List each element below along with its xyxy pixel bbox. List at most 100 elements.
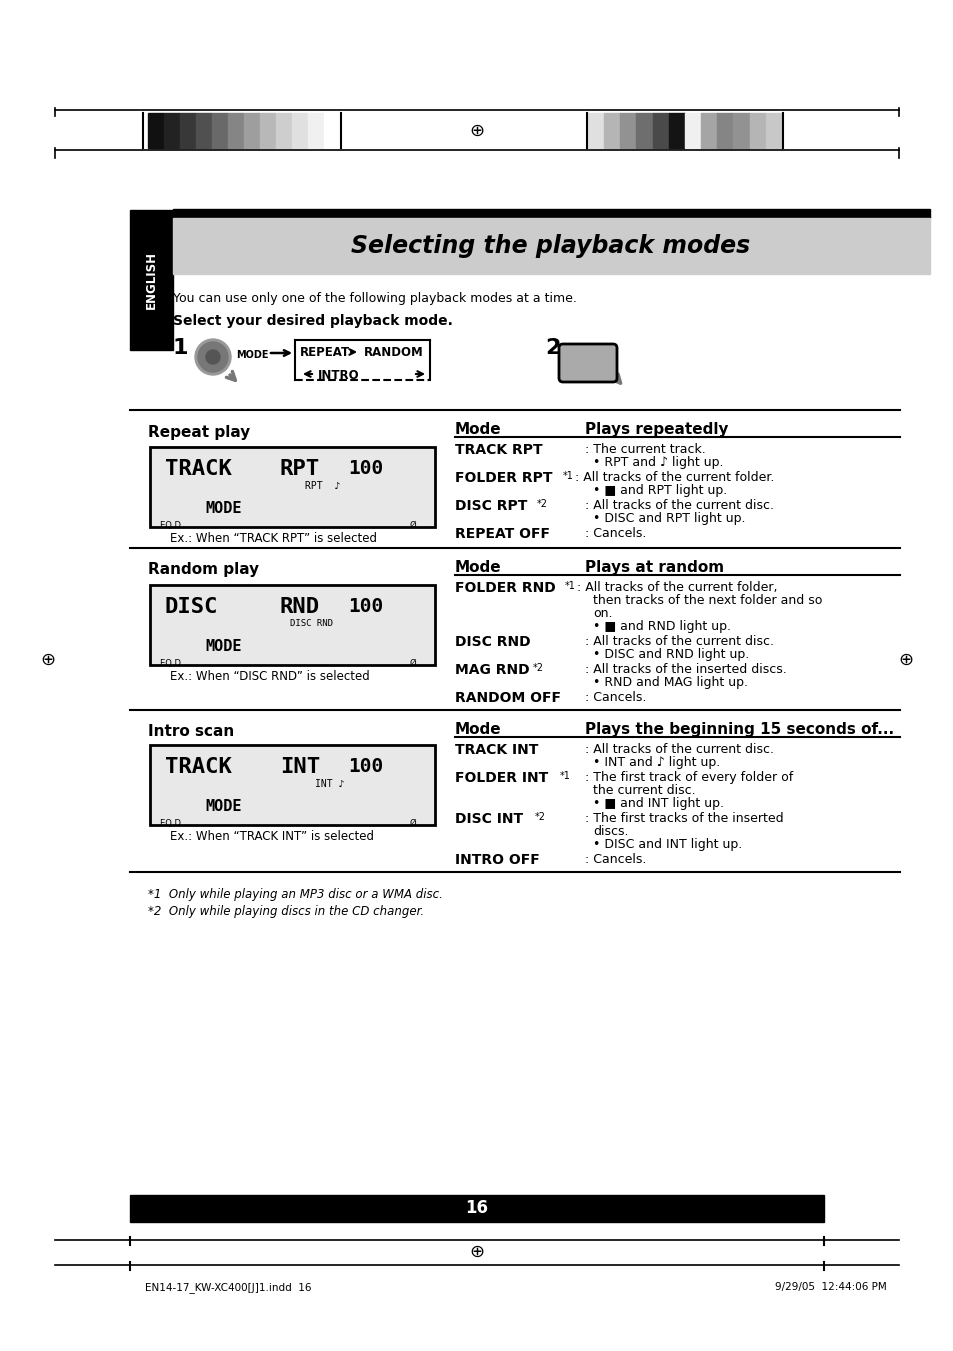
Text: *1: *1: [562, 471, 574, 481]
Text: EN14-17_KW-XC400[J]1.indd  16: EN14-17_KW-XC400[J]1.indd 16: [145, 1282, 312, 1293]
Bar: [244, 113, 260, 149]
Text: Random play: Random play: [148, 562, 259, 577]
Bar: [717, 113, 733, 149]
Text: TRACK: TRACK: [165, 459, 232, 480]
Text: : The current track.: : The current track.: [584, 443, 705, 457]
Text: then tracks of the next folder and so: then tracks of the next folder and so: [593, 594, 821, 607]
Text: *2: *2: [535, 812, 545, 821]
Bar: [275, 113, 292, 149]
Text: : All tracks of the inserted discs.: : All tracks of the inserted discs.: [584, 663, 786, 676]
Text: DISC RND: DISC RND: [290, 619, 333, 628]
Text: *2: *2: [537, 499, 547, 509]
Bar: [130, 1196, 823, 1223]
Text: Repeat play: Repeat play: [148, 426, 250, 440]
Text: • ■ and INT light up.: • ■ and INT light up.: [593, 797, 723, 811]
Bar: [148, 113, 164, 149]
Text: INT: INT: [280, 757, 320, 777]
Text: Mode: Mode: [455, 561, 501, 576]
Text: 9/29/05  12:44:06 PM: 9/29/05 12:44:06 PM: [774, 1282, 886, 1292]
Text: discs.: discs.: [593, 825, 628, 838]
Bar: [130, 209, 172, 350]
Text: : The first track of every folder of: : The first track of every folder of: [584, 771, 792, 784]
Bar: [749, 113, 765, 149]
Text: Ø: Ø: [410, 521, 416, 530]
Text: Intro scan: Intro scan: [148, 724, 234, 739]
Text: INTRO: INTRO: [317, 369, 359, 382]
Text: : All tracks of the current folder.: : All tracks of the current folder.: [575, 471, 774, 484]
Text: Ex.: When “TRACK RPT” is selected: Ex.: When “TRACK RPT” is selected: [170, 532, 376, 544]
Text: Ø: Ø: [410, 659, 416, 667]
Text: *1: *1: [559, 771, 570, 781]
Bar: [228, 113, 244, 149]
Text: : Cancels.: : Cancels.: [584, 690, 646, 704]
Text: • RPT and ♪ light up.: • RPT and ♪ light up.: [593, 457, 722, 469]
Bar: [619, 113, 636, 149]
Text: ⊕: ⊕: [898, 651, 913, 669]
Text: FOLDER INT: FOLDER INT: [455, 771, 548, 785]
Text: the current disc.: the current disc.: [593, 784, 695, 797]
Circle shape: [206, 350, 220, 363]
Text: EQ D: EQ D: [160, 659, 181, 667]
FancyBboxPatch shape: [558, 345, 617, 382]
Text: DISC INT: DISC INT: [455, 812, 522, 825]
Bar: [765, 113, 781, 149]
Bar: [308, 113, 324, 149]
Text: MODE: MODE: [205, 501, 241, 516]
Text: : All tracks of the current disc.: : All tracks of the current disc.: [584, 743, 773, 757]
Bar: [150, 585, 435, 665]
Text: on.: on.: [593, 607, 612, 620]
Bar: [733, 113, 749, 149]
Text: *2: *2: [533, 663, 543, 673]
Text: *2  Only while playing discs in the CD changer.: *2 Only while playing discs in the CD ch…: [148, 905, 424, 917]
Text: RANDOM OFF: RANDOM OFF: [455, 690, 560, 705]
Bar: [668, 113, 684, 149]
Bar: [164, 113, 180, 149]
Text: INT ♪: INT ♪: [314, 780, 344, 789]
Text: TRACK INT: TRACK INT: [455, 743, 537, 757]
Text: Plays the beginning 15 seconds of...: Plays the beginning 15 seconds of...: [584, 721, 893, 738]
Text: : Cancels.: : Cancels.: [584, 852, 646, 866]
Text: 2: 2: [544, 338, 559, 358]
Text: Plays at random: Plays at random: [584, 561, 723, 576]
Text: REPEAT: REPEAT: [299, 346, 350, 359]
Text: MAG RND: MAG RND: [455, 663, 529, 677]
Text: • DISC and INT light up.: • DISC and INT light up.: [593, 838, 741, 851]
Circle shape: [198, 342, 228, 372]
Bar: [260, 113, 275, 149]
Text: MODE: MODE: [205, 798, 241, 815]
Text: Mode: Mode: [455, 721, 501, 738]
Text: 100: 100: [348, 597, 383, 616]
Text: FOLDER RND: FOLDER RND: [455, 581, 556, 594]
Text: • DISC and RND light up.: • DISC and RND light up.: [593, 648, 748, 661]
Text: • RND and MAG light up.: • RND and MAG light up.: [593, 676, 747, 689]
Text: MODE: MODE: [235, 350, 268, 359]
Bar: [150, 447, 435, 527]
Text: Selecting the playback modes: Selecting the playback modes: [351, 234, 750, 258]
Text: FOLDER RPT: FOLDER RPT: [455, 471, 552, 485]
Bar: [603, 113, 619, 149]
Text: : All tracks of the current folder,: : All tracks of the current folder,: [577, 581, 777, 594]
Text: Ex.: When “DISC RND” is selected: Ex.: When “DISC RND” is selected: [170, 670, 370, 684]
Text: TRACK: TRACK: [165, 757, 232, 777]
Text: ⊕: ⊕: [469, 122, 484, 141]
Text: Select your desired playback mode.: Select your desired playback mode.: [172, 313, 453, 328]
Text: : All tracks of the current disc.: : All tracks of the current disc.: [584, 499, 773, 512]
Text: ⊕: ⊕: [40, 651, 55, 669]
Bar: [292, 113, 308, 149]
Text: RANDOM: RANDOM: [364, 346, 423, 359]
Text: Mode: Mode: [455, 422, 501, 436]
Text: INTRO OFF: INTRO OFF: [455, 852, 539, 867]
Bar: [150, 744, 435, 825]
Text: Ex.: When “TRACK INT” is selected: Ex.: When “TRACK INT” is selected: [170, 830, 374, 843]
Text: DISC RND: DISC RND: [455, 635, 530, 648]
Text: *1: *1: [564, 581, 576, 590]
Text: DISC: DISC: [165, 597, 218, 617]
Text: DISC RPT: DISC RPT: [455, 499, 527, 513]
Bar: [180, 113, 195, 149]
Text: EQ D: EQ D: [160, 521, 181, 530]
Bar: [195, 113, 212, 149]
Bar: [700, 113, 717, 149]
Text: ⊕: ⊕: [469, 1243, 484, 1260]
Bar: [172, 218, 929, 274]
Text: REPEAT OFF: REPEAT OFF: [455, 527, 550, 540]
